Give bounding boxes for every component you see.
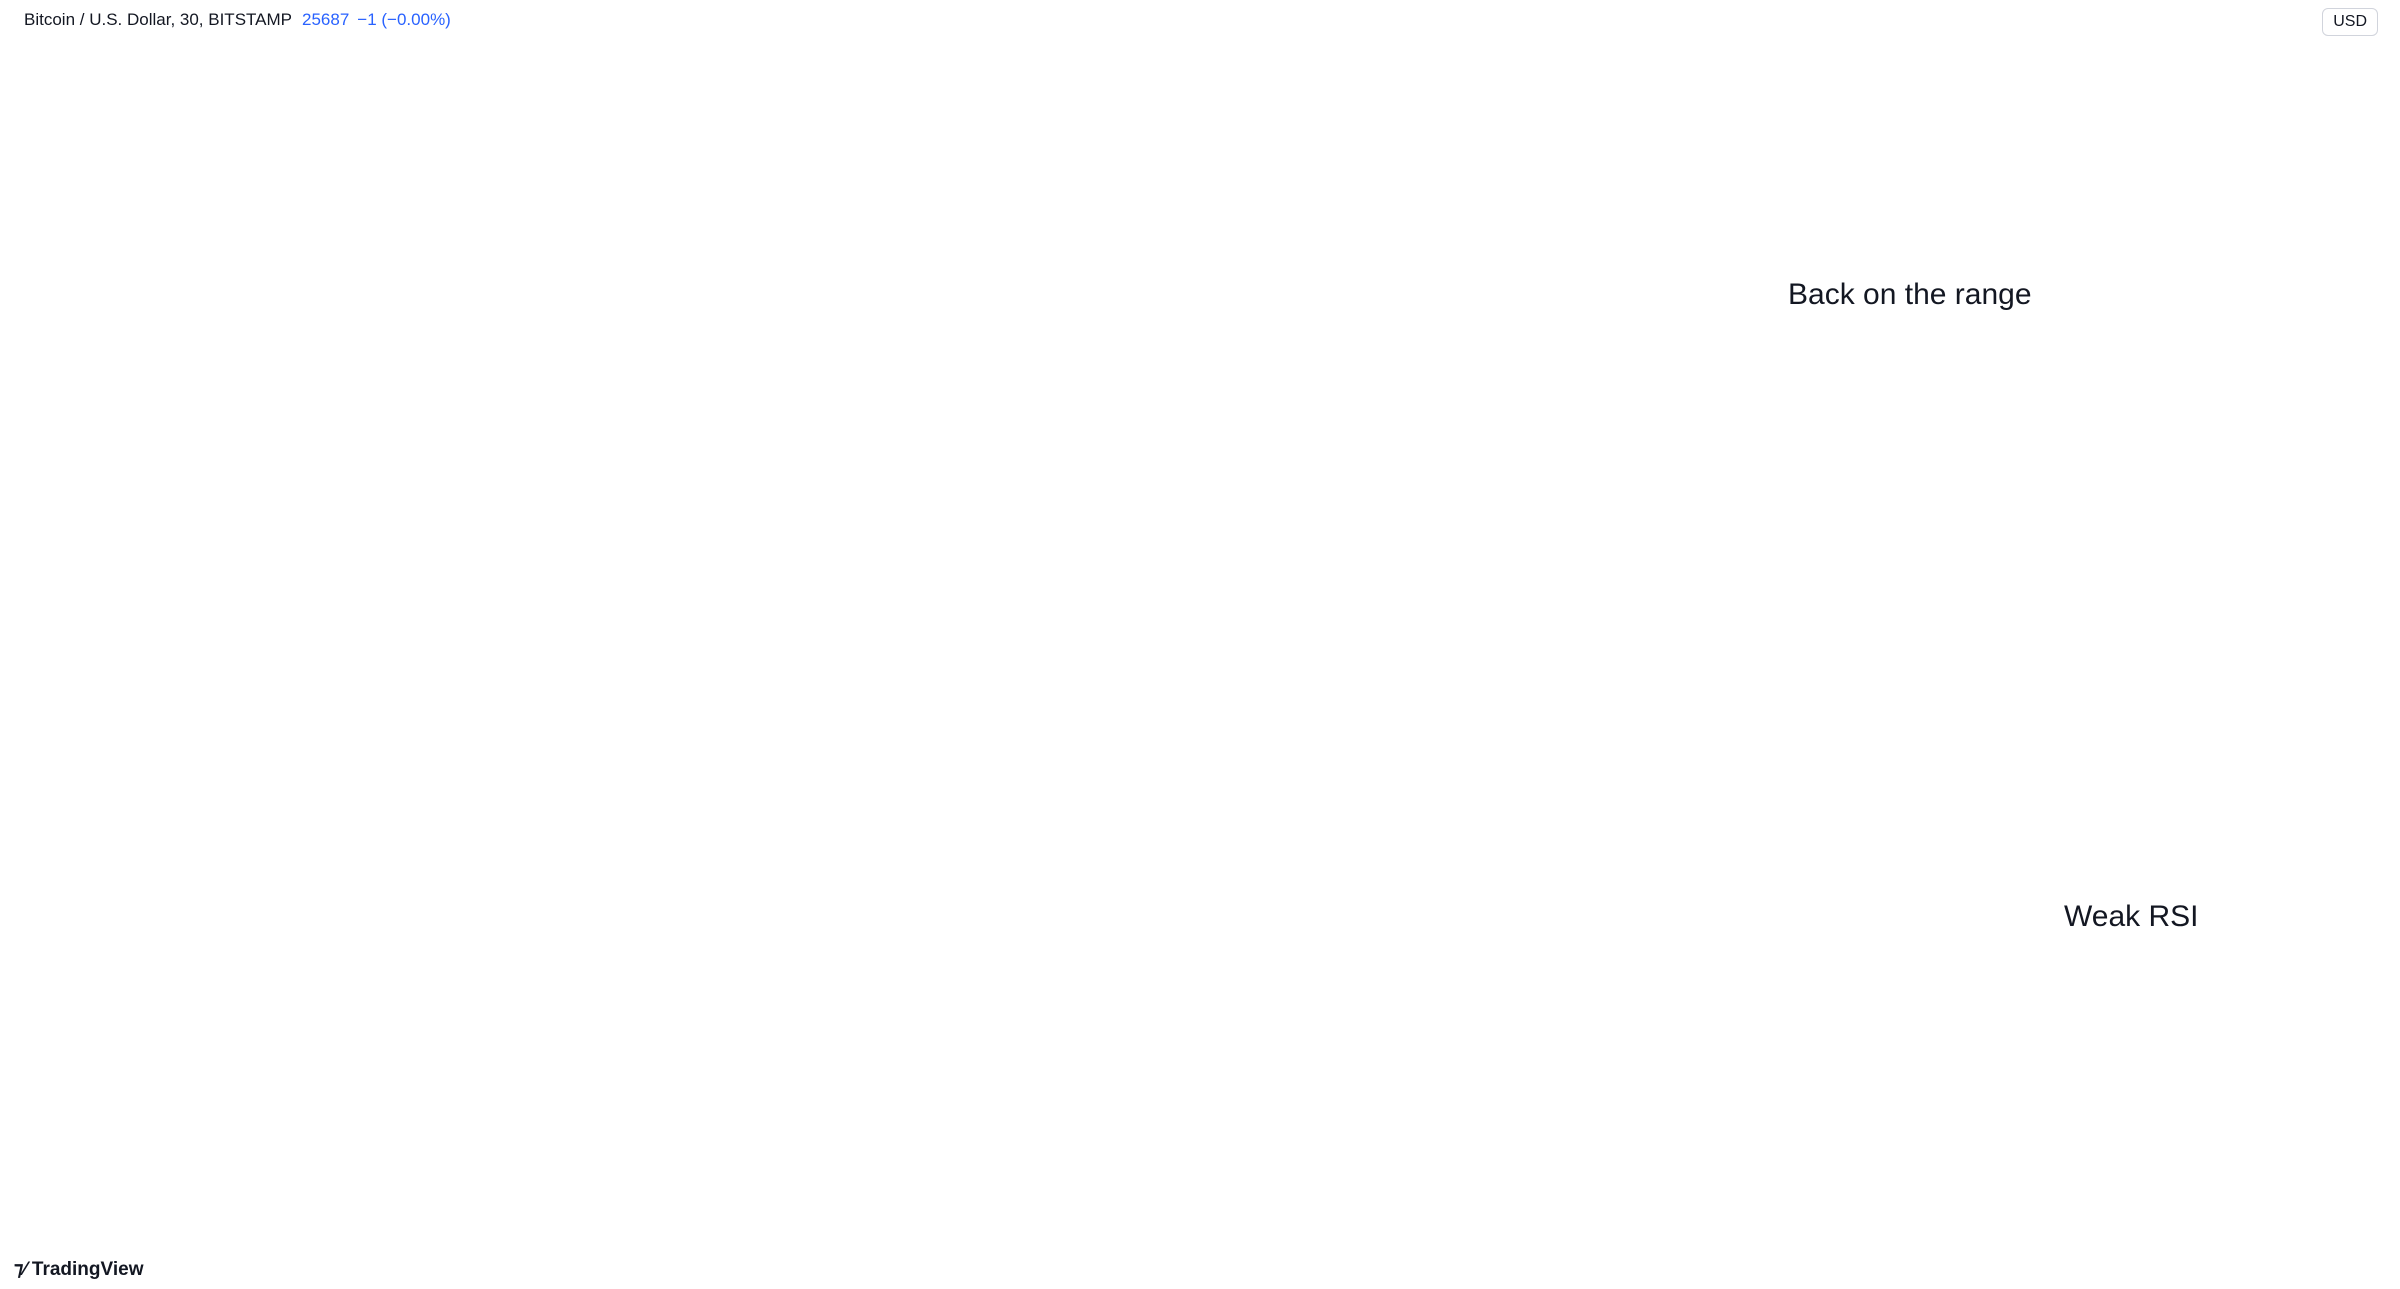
price-change: −1 (−0.00%) bbox=[357, 10, 451, 29]
symbol-title[interactable]: Bitcoin / U.S. Dollar, 30, BITSTAMP bbox=[24, 10, 292, 29]
brand-label: TradingView bbox=[31, 1259, 144, 1280]
price-annotation: Back on the range bbox=[1788, 278, 2032, 311]
currency-button[interactable]: USD bbox=[2322, 8, 2378, 36]
tradingview-logo[interactable]: ⁊⁄ TradingView bbox=[14, 1258, 143, 1281]
last-price: 25687 bbox=[302, 10, 350, 29]
rsi-annotation: Weak RSI bbox=[2064, 900, 2199, 933]
logo-icon: ⁊⁄ bbox=[14, 1259, 32, 1280]
symbol-header[interactable]: Bitcoin / U.S. Dollar, 30, BITSTAMP 25687… bbox=[24, 10, 451, 30]
